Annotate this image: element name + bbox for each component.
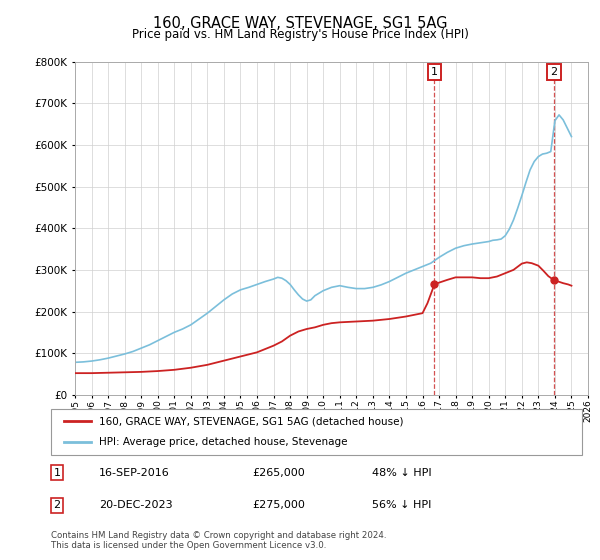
Text: 48% ↓ HPI: 48% ↓ HPI <box>372 468 431 478</box>
Text: 160, GRACE WAY, STEVENAGE, SG1 5AG (detached house): 160, GRACE WAY, STEVENAGE, SG1 5AG (deta… <box>99 416 403 426</box>
Text: £275,000: £275,000 <box>252 500 305 510</box>
Text: 2: 2 <box>53 500 61 510</box>
Text: 1: 1 <box>53 468 61 478</box>
Text: 16-SEP-2016: 16-SEP-2016 <box>99 468 170 478</box>
Text: 1: 1 <box>431 67 438 77</box>
Text: 2: 2 <box>551 67 557 77</box>
Text: Price paid vs. HM Land Registry's House Price Index (HPI): Price paid vs. HM Land Registry's House … <box>131 28 469 41</box>
Text: Contains HM Land Registry data © Crown copyright and database right 2024.
This d: Contains HM Land Registry data © Crown c… <box>51 531 386 550</box>
FancyBboxPatch shape <box>51 409 582 455</box>
Text: 20-DEC-2023: 20-DEC-2023 <box>99 500 173 510</box>
Text: 56% ↓ HPI: 56% ↓ HPI <box>372 500 431 510</box>
Text: HPI: Average price, detached house, Stevenage: HPI: Average price, detached house, Stev… <box>99 437 347 447</box>
Text: 160, GRACE WAY, STEVENAGE, SG1 5AG: 160, GRACE WAY, STEVENAGE, SG1 5AG <box>153 16 447 31</box>
Text: £265,000: £265,000 <box>252 468 305 478</box>
